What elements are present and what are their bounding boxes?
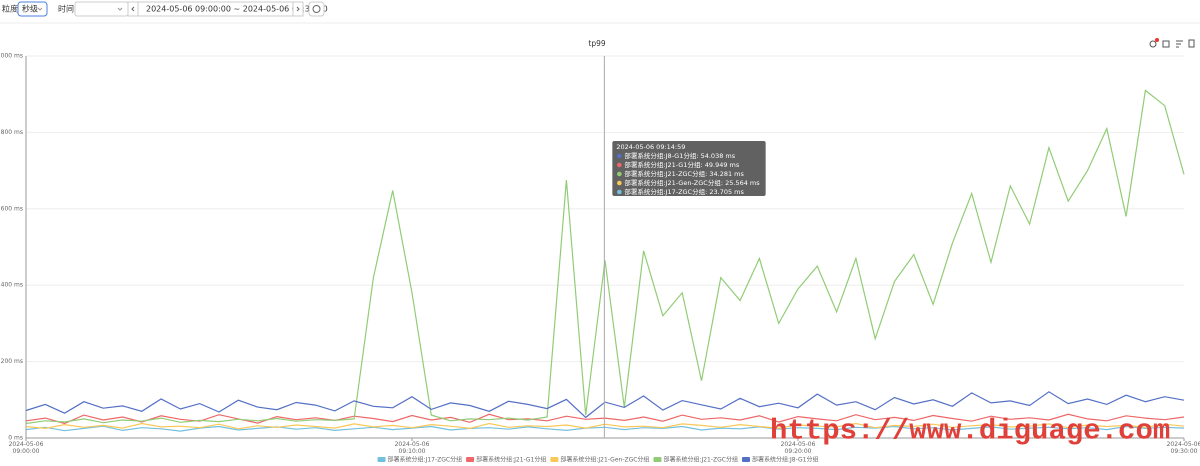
toolbar: 粒度: 秒级 时间: 2024-05-06 09:00:00 ~ 2024-05…: [0, 1, 1200, 24]
tooltip-dot: [617, 180, 622, 186]
refresh-button[interactable]: [308, 1, 325, 17]
tooltip-title: 2024-05-06 09:14:59: [616, 143, 685, 151]
tooltip-item: 部署系统分组:J21-Gen-ZGC分组: 25.564 ms: [624, 178, 760, 187]
tooltip-dot: [617, 153, 622, 159]
tooltip-item: 部署系统分组:J21-ZGC分组: 34.281 ms: [624, 169, 744, 178]
tooltip-dot: [617, 189, 622, 195]
prev-button[interactable]: [127, 1, 139, 17]
y-tick-label: 800 ms: [1, 129, 23, 136]
x-tick-label: 2024-05-06 09:10:00: [395, 441, 430, 455]
tooltip-dot: [617, 162, 622, 168]
y-tick-label: 0 ms: [8, 435, 23, 442]
x-tick-label: 2024-05-06 09:00:00: [9, 441, 44, 455]
legend-swatch: [653, 457, 662, 462]
granularity-value: 秒级: [22, 4, 38, 14]
sort-icon[interactable]: [1176, 40, 1183, 48]
y-tick-label: 1000 ms: [0, 53, 23, 60]
next-icon: [296, 6, 300, 12]
chevron: [117, 7, 123, 11]
doc-icon[interactable]: [1188, 39, 1195, 48]
x-tick-label: 2024-05-06 09:30:00: [1167, 441, 1200, 455]
legend-swatch: [550, 457, 559, 462]
badge: [1155, 38, 1159, 42]
legend-label: 部署系统分组:J21-Gen-ZGC分组: [560, 456, 649, 464]
time-select[interactable]: [74, 1, 129, 17]
y-tick-label: 600 ms: [1, 205, 23, 212]
series-line: [25, 391, 1185, 419]
refresh-icon: [312, 5, 321, 13]
watermark: https://www.diguage.com: [770, 415, 1170, 448]
series-line: [25, 413, 1185, 425]
fullscreen-icon[interactable]: [1162, 40, 1170, 48]
series-line: [25, 89, 1185, 425]
legend-label: 部署系统分组:J21-G1分组: [476, 456, 546, 464]
tooltip-item: 部署系统分组:J21-G1分组: 49.949 ms: [624, 160, 740, 169]
legend: 部署系统分组:J17-ZGC分组 部署系统分组:J21-G1分组 部署系统分组:J2…: [377, 456, 818, 464]
chart-title: tp99: [588, 39, 605, 48]
chart-tools: [1149, 38, 1195, 48]
tooltip-item: 部署系统分组:J17-ZGC分组: 23.705 ms: [624, 187, 744, 196]
series-line: [25, 425, 1185, 432]
x-tick-label: 2024-05-06 09:20:00: [781, 441, 816, 455]
tooltip: [612, 141, 766, 196]
series-line: [25, 422, 1185, 430]
legend-label: 部署系统分组:J8-G1分组: [752, 456, 818, 464]
legend-swatch: [466, 457, 475, 462]
tooltip-item: 部署系统分组:J8-G1分组: 54.038 ms: [624, 151, 735, 160]
prev-icon: [131, 6, 135, 12]
plot: 0 ms 200 ms 400 ms 600 ms 800 ms 1000 ms 2024-…: [0, 53, 1200, 464]
legend-swatch: [377, 457, 386, 462]
legend-swatch: [741, 457, 750, 462]
range-text: 2024-05-06 09:00:00 ~ 2024-05-06 09:30:0…: [146, 5, 328, 14]
next-button[interactable]: [292, 1, 304, 17]
granularity-label: 粒度:: [2, 4, 21, 14]
granularity-select[interactable]: [17, 1, 48, 17]
legend-label: 部署系统分组:J17-ZGC分组: [388, 456, 463, 464]
chevron: [37, 7, 43, 11]
legend-label: 部署系统分组:J21-ZGC分组: [663, 456, 738, 464]
tooltip-dot: [617, 171, 622, 177]
zoom-icon[interactable]: [1149, 40, 1157, 48]
y-tick-label: 400 ms: [1, 282, 23, 289]
y-tick-label: 200 ms: [1, 358, 23, 365]
time-label: 时间:: [58, 4, 77, 14]
